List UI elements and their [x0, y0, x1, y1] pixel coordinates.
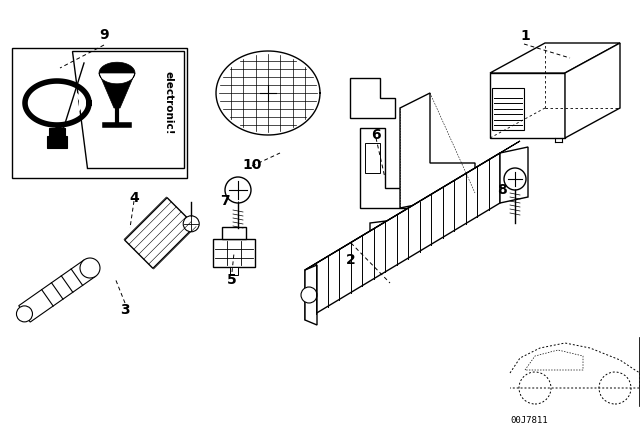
Text: 9: 9 — [99, 28, 109, 42]
Polygon shape — [72, 51, 184, 168]
Polygon shape — [565, 43, 620, 138]
Polygon shape — [12, 48, 187, 178]
Circle shape — [225, 177, 251, 203]
Text: electronic!: electronic! — [164, 71, 174, 135]
Polygon shape — [213, 239, 255, 267]
Polygon shape — [230, 267, 238, 275]
Polygon shape — [47, 136, 67, 148]
Polygon shape — [350, 78, 395, 118]
Polygon shape — [490, 73, 565, 138]
Polygon shape — [305, 141, 520, 270]
Polygon shape — [400, 93, 475, 208]
Circle shape — [80, 258, 100, 278]
Polygon shape — [365, 143, 380, 173]
Text: 1: 1 — [520, 29, 530, 43]
Polygon shape — [125, 198, 195, 268]
Text: 2: 2 — [346, 253, 356, 267]
Circle shape — [504, 168, 526, 190]
Polygon shape — [500, 147, 528, 203]
Polygon shape — [99, 73, 135, 108]
Circle shape — [301, 287, 317, 303]
Polygon shape — [222, 227, 246, 239]
Polygon shape — [360, 128, 430, 208]
Polygon shape — [305, 265, 317, 325]
Text: 4: 4 — [129, 191, 139, 205]
Polygon shape — [19, 260, 96, 322]
Polygon shape — [99, 62, 135, 73]
Polygon shape — [305, 153, 500, 320]
Text: 5: 5 — [227, 273, 237, 287]
Polygon shape — [492, 88, 524, 130]
Text: 00J7811: 00J7811 — [510, 415, 548, 425]
Text: 7: 7 — [220, 194, 230, 208]
Polygon shape — [49, 128, 65, 136]
Polygon shape — [370, 213, 450, 238]
Circle shape — [17, 306, 33, 322]
Polygon shape — [490, 43, 620, 73]
Text: 8: 8 — [497, 183, 507, 197]
Text: 3: 3 — [120, 303, 130, 317]
Text: 6: 6 — [371, 128, 381, 142]
Text: 10: 10 — [243, 158, 262, 172]
Circle shape — [183, 216, 199, 232]
